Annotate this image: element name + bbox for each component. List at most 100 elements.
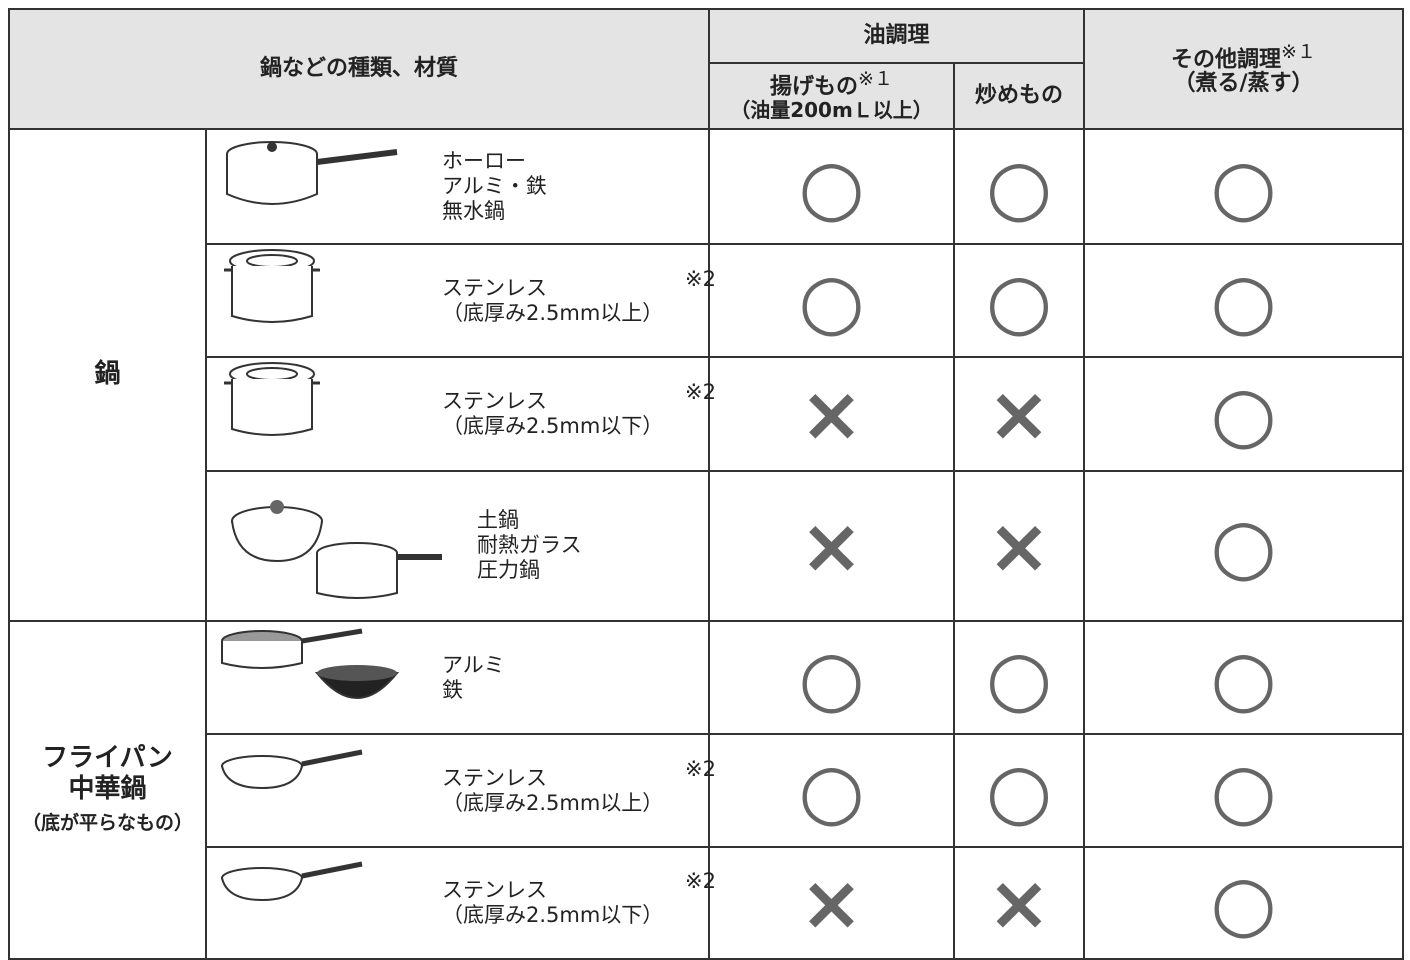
note: ※１ <box>858 68 893 91</box>
pan-icon <box>224 248 320 323</box>
note: ※2 <box>685 869 716 893</box>
material: ステンレス （底厚み2.5mm以上） ※2 <box>205 243 716 358</box>
header-stir: 炒めもの <box>953 62 1085 130</box>
sub: （油量200mＬ以上） <box>730 97 933 122</box>
material-line: （底厚み2.5mm以上） <box>442 790 664 815</box>
row: フライパン 中華鍋 （底が平らなもの） アルミ鉄 ○ ○ ○ <box>8 620 1404 960</box>
material: ステンレス （底厚み2.5mm以上） ※2 <box>205 733 716 848</box>
pan-icon <box>221 628 400 699</box>
material-line: ステンレス <box>442 877 547 902</box>
pan-table: 鍋などの種類、材質 油調理 その他調理※１ （煮る/蒸す） 揚げもの※１ （油量20… <box>8 8 1404 960</box>
label: その他調理 <box>1171 47 1282 73</box>
material: 土鍋 耐熱ガラス 圧力鍋 <box>205 470 710 622</box>
material-text: ホーロー アルミ・鉄 無水鍋 <box>442 149 547 225</box>
pan-icon <box>221 861 363 902</box>
material-line: ステンレス <box>442 388 547 413</box>
mark-cell: × <box>953 356 1085 472</box>
mark-cell: ○ <box>1083 470 1404 622</box>
mark: ○ <box>798 745 865 835</box>
category-sub: （底が平らなもの） <box>21 811 193 834</box>
row: 鍋 ホーロー アルミ・鉄 無水鍋 ○ ○ ○ <box>8 128 1404 622</box>
row: ステンレス （底厚み2.5mm以下） ※2 × × ○ <box>9 846 1404 960</box>
note: ※2 <box>685 756 716 781</box>
category-text: フライパン <box>42 743 173 774</box>
mark: ○ <box>985 632 1053 722</box>
mark-cell: ○ <box>1083 733 1404 848</box>
header-other: その他調理※１ （煮る/蒸す） <box>1083 8 1404 130</box>
row: ステンレス （底厚み2.5mm以下） ※2 × × ○ <box>9 356 1404 472</box>
mark: × <box>987 858 1051 947</box>
mark-cell: ○ <box>1083 128 1404 245</box>
pan-icon <box>221 749 363 789</box>
mark-cell: ○ <box>708 128 955 245</box>
material-text: ステンレス （底厚み2.5mm以上） <box>442 275 663 325</box>
pan-icon <box>224 362 320 436</box>
mark-cell: ○ <box>1083 356 1404 472</box>
mark: × <box>799 369 864 458</box>
mark: × <box>987 369 1051 458</box>
material-text: アルミ鉄 <box>442 652 505 702</box>
mark: ○ <box>1210 745 1277 835</box>
material-line: アルミ <box>442 652 505 677</box>
material-line: 鉄 <box>442 677 463 702</box>
mark-cell: × <box>708 470 955 622</box>
note: ※１ <box>1281 41 1316 64</box>
mark: ○ <box>985 745 1053 835</box>
material: ステンレス （底厚み2.5mm以下） ※2 <box>205 356 716 472</box>
mark: ○ <box>798 255 865 345</box>
material-line: アルミ・鉄 <box>442 173 547 198</box>
mark-cell: × <box>708 356 955 472</box>
material: アルミ鉄 <box>205 620 710 735</box>
mark: × <box>987 501 1051 590</box>
material-text: ステンレス （底厚み2.5mm以上） <box>442 765 663 815</box>
mark: ○ <box>798 141 865 231</box>
material-line: 土鍋 <box>477 508 519 533</box>
mark: ○ <box>1210 858 1277 947</box>
mark: ○ <box>985 141 1053 231</box>
mark: × <box>799 501 864 590</box>
header-fry: 揚げもの※１ （油量200mＬ以上） <box>708 62 955 130</box>
mark-cell: ○ <box>953 128 1085 245</box>
material-text: ステンレス （底厚み2.5mm以下） <box>442 389 663 439</box>
category-text: 鍋 <box>94 359 121 390</box>
mark: ○ <box>985 255 1053 345</box>
mark: × <box>799 858 864 947</box>
sub: （煮る/蒸す） <box>1173 70 1314 96</box>
mark-cell: × <box>953 846 1085 960</box>
row: ステンレス （底厚み2.5mm以上） ※2 ○ ○ ○ <box>9 733 1404 848</box>
mark: ○ <box>1210 501 1277 590</box>
mark-cell: ○ <box>1083 620 1404 735</box>
material-line: 耐熱ガラス <box>477 533 582 558</box>
mark-cell: ○ <box>953 733 1085 848</box>
material-line: 圧力鍋 <box>477 558 540 583</box>
material: ホーロー アルミ・鉄 無水鍋 <box>205 128 710 245</box>
header-title: 鍋などの種類、材質 <box>8 8 710 130</box>
mark: ○ <box>1210 369 1277 458</box>
note: ※2 <box>685 266 716 291</box>
header-oil: 油調理 <box>708 8 1085 64</box>
material-text: ステンレス （底厚み2.5mm以下） <box>442 878 663 928</box>
mark: ○ <box>1210 632 1277 722</box>
mark-cell: ○ <box>1083 243 1404 358</box>
mark-cell: × <box>708 846 955 960</box>
mark: ○ <box>1210 141 1277 231</box>
mark-cell: × <box>953 470 1085 622</box>
pan-icon <box>231 500 442 599</box>
material-line: （底厚み2.5mm以上） <box>442 300 664 325</box>
mark-cell: ○ <box>1083 846 1404 960</box>
row: ステンレス （底厚み2.5mm以上） ※2 ○ ○ ○ <box>9 243 1404 358</box>
category: 鍋 <box>8 128 207 622</box>
mark: ○ <box>798 632 865 722</box>
material-line: （底厚み2.5mm以下） <box>442 903 664 927</box>
material-line: （底厚み2.5mm以下） <box>442 414 664 438</box>
row: 土鍋 耐熱ガラス 圧力鍋 × × ○ <box>9 470 1404 622</box>
mark: ○ <box>1210 255 1277 345</box>
mark-cell: ○ <box>953 243 1085 358</box>
mark-cell: ○ <box>708 243 955 358</box>
mark-cell: ○ <box>708 733 955 848</box>
material-line: ステンレス <box>442 765 547 790</box>
mark-cell: ○ <box>953 620 1085 735</box>
label: 揚げもの <box>770 74 859 100</box>
mark-cell: ○ <box>708 620 955 735</box>
